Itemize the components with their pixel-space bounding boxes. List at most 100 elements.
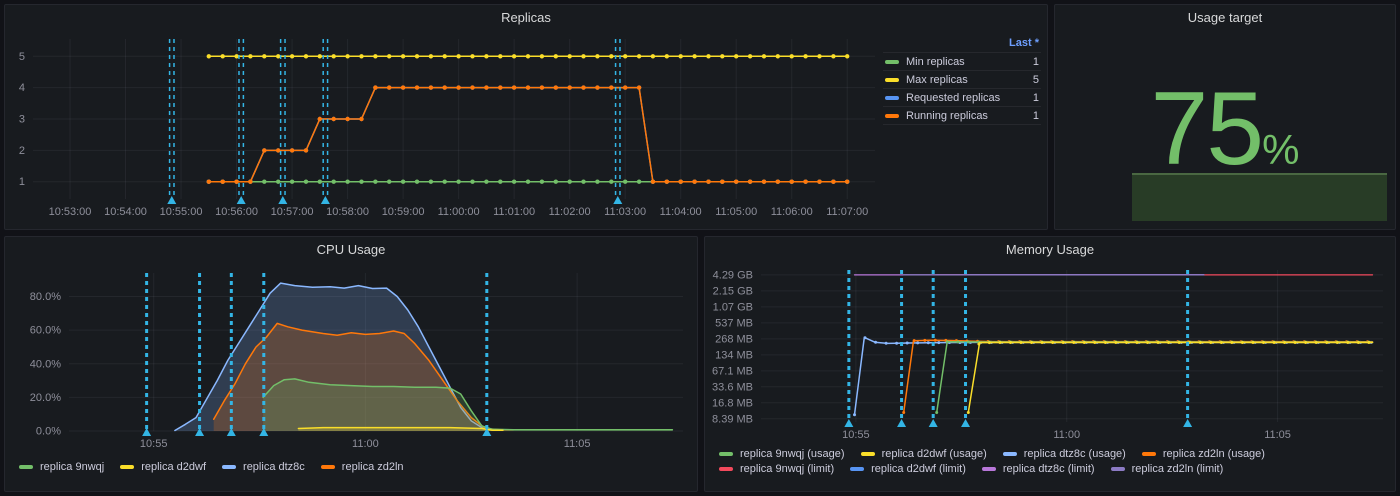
- legend-item[interactable]: replica dtz8c (limit): [982, 463, 1095, 475]
- svg-text:11:06:00: 11:06:00: [771, 206, 813, 218]
- svg-text:1: 1: [19, 176, 25, 188]
- svg-text:11:05:00: 11:05:00: [715, 206, 757, 218]
- legend-series-label: Requested replicas: [906, 92, 1026, 104]
- svg-text:2.15 GB: 2.15 GB: [713, 285, 753, 297]
- series-color-swatch: [885, 60, 899, 64]
- svg-text:134 MB: 134 MB: [715, 349, 753, 361]
- series-color-swatch: [1003, 452, 1017, 456]
- usage-target-number: 75: [1150, 77, 1262, 181]
- legend-series-label: Running replicas: [906, 110, 1026, 122]
- cpu-usage-chart[interactable]: 0.0%20.0%40.0%60.0%80.0%10:5511:0011:05: [5, 259, 697, 459]
- legend-series-label: replica 9nwqj (limit): [740, 463, 834, 475]
- panel-title-usage-target[interactable]: Usage target: [1055, 5, 1395, 29]
- svg-text:80.0%: 80.0%: [30, 291, 61, 303]
- series-color-swatch: [885, 96, 899, 100]
- legend-last-value: 5: [1033, 74, 1039, 86]
- svg-text:537 MB: 537 MB: [715, 317, 753, 329]
- usage-target-stat: 75 %: [1055, 29, 1395, 229]
- legend-series-label: replica dtz8c: [243, 461, 305, 473]
- svg-text:4.29 GB: 4.29 GB: [713, 269, 753, 281]
- svg-text:10:56:00: 10:56:00: [215, 206, 258, 218]
- legend-item[interactable]: replica dtz8c (usage): [1003, 448, 1126, 460]
- legend-header-last[interactable]: Last *: [883, 37, 1041, 52]
- series-color-swatch: [19, 465, 33, 469]
- legend-last-value: 1: [1033, 110, 1039, 122]
- svg-text:11:04:00: 11:04:00: [660, 206, 702, 218]
- memory-legend: replica 9nwqj (usage) replica d2dwf (usag…: [705, 446, 1395, 491]
- legend-series-label: replica 9nwqj: [40, 461, 104, 473]
- memory-usage-chart[interactable]: 8.39 MB16.8 MB33.6 MB67.1 MB134 MB268 MB…: [705, 260, 1395, 446]
- legend-row[interactable]: Running replicas 1: [883, 106, 1041, 125]
- svg-text:20.0%: 20.0%: [30, 392, 61, 404]
- svg-text:3: 3: [19, 114, 25, 126]
- legend-item[interactable]: replica zd2ln (limit): [1111, 463, 1224, 475]
- svg-text:10:53:00: 10:53:00: [49, 206, 92, 218]
- series-color-swatch: [1142, 452, 1156, 456]
- svg-text:60.0%: 60.0%: [30, 325, 61, 337]
- legend-item[interactable]: replica 9nwqj (limit): [719, 463, 834, 475]
- series-color-swatch: [321, 465, 335, 469]
- legend-row[interactable]: Min replicas 1: [883, 52, 1041, 70]
- legend-item[interactable]: replica d2dwf (limit): [850, 463, 966, 475]
- cpu-legend: replica 9nwqj replica d2dwf replica dtz8c r…: [5, 459, 697, 491]
- svg-text:10:55:00: 10:55:00: [160, 206, 203, 218]
- svg-text:0.0%: 0.0%: [36, 426, 61, 438]
- replicas-chart-area[interactable]: 1 2 3 4 5 10:53:00 10:54:00 10:55:00 10:56:00 10:…: [5, 29, 1047, 229]
- svg-text:11:02:00: 11:02:00: [549, 206, 591, 218]
- legend-item[interactable]: replica dtz8c: [222, 461, 305, 473]
- replicas-legend: Last * Min replicas1Max replicas5Request…: [883, 37, 1041, 125]
- panel-replicas: Replicas 1 2 3 4 5 10:53:00 10:54:00 10:55:00 10…: [4, 4, 1048, 230]
- svg-text:10:54:00: 10:54:00: [104, 206, 147, 218]
- panel-usage-target: Usage target 75 %: [1054, 4, 1396, 230]
- legend-item[interactable]: replica d2dwf (usage): [861, 448, 987, 460]
- series-color-swatch: [850, 467, 864, 471]
- cpu-chart-area[interactable]: 0.0%20.0%40.0%60.0%80.0%10:5511:0011:05: [5, 259, 697, 459]
- svg-text:8.39 MB: 8.39 MB: [712, 413, 753, 425]
- series-color-swatch: [885, 78, 899, 82]
- memory-chart-area[interactable]: 8.39 MB16.8 MB33.6 MB67.1 MB134 MB268 MB…: [705, 260, 1395, 446]
- panel-cpu-usage: CPU Usage 0.0%20.0%40.0%60.0%80.0%10:551…: [4, 236, 698, 492]
- svg-text:11:00: 11:00: [1053, 429, 1080, 441]
- svg-text:10:59:00: 10:59:00: [382, 206, 425, 218]
- usage-target-value: 75 %: [1150, 77, 1299, 181]
- series-color-swatch: [719, 467, 733, 471]
- legend-item[interactable]: replica zd2ln (usage): [1142, 448, 1265, 460]
- legend-series-label: replica 9nwqj (usage): [740, 448, 845, 460]
- svg-text:11:00:00: 11:00:00: [438, 206, 480, 218]
- legend-series-label: replica zd2ln (limit): [1132, 463, 1224, 475]
- svg-text:4: 4: [19, 82, 25, 94]
- panel-title-cpu-usage[interactable]: CPU Usage: [5, 237, 697, 259]
- legend-last-value: 1: [1033, 56, 1039, 68]
- legend-row[interactable]: Max replicas5: [883, 70, 1041, 88]
- series-color-swatch: [861, 452, 875, 456]
- legend-series-label: Min replicas: [906, 56, 1026, 68]
- series-color-swatch: [120, 465, 134, 469]
- svg-text:11:00: 11:00: [352, 438, 379, 450]
- svg-text:2: 2: [19, 145, 25, 157]
- series-color-swatch: [982, 467, 996, 471]
- panel-title-replicas[interactable]: Replicas: [5, 5, 1047, 29]
- legend-series-label: replica zd2ln (usage): [1163, 448, 1265, 460]
- legend-series-label: replica dtz8c (limit): [1003, 463, 1095, 475]
- svg-text:40.0%: 40.0%: [30, 358, 61, 370]
- usage-target-unit: %: [1262, 129, 1299, 171]
- legend-series-label: replica d2dwf (usage): [882, 448, 987, 460]
- legend-series-label: replica d2dwf (limit): [871, 463, 966, 475]
- legend-series-label: replica zd2ln: [342, 461, 404, 473]
- legend-item[interactable]: replica 9nwqj (usage): [719, 448, 845, 460]
- legend-item[interactable]: replica 9nwqj: [19, 461, 104, 473]
- svg-text:10:57:00: 10:57:00: [271, 206, 314, 218]
- svg-text:33.6 MB: 33.6 MB: [712, 381, 753, 393]
- legend-row[interactable]: Requested replicas1: [883, 88, 1041, 106]
- legend-item[interactable]: replica zd2ln: [321, 461, 404, 473]
- svg-text:11:05: 11:05: [1264, 429, 1291, 441]
- dashboard: Replicas 1234510:53:0010:54:0010:55:0010…: [0, 0, 1400, 496]
- series-color-swatch: [222, 465, 236, 469]
- legend-item[interactable]: replica d2dwf: [120, 461, 206, 473]
- panel-memory-usage: Memory Usage 8.39 MB16.8 MB33.6 MB67.1 M…: [704, 236, 1396, 492]
- svg-text:67.1 MB: 67.1 MB: [712, 365, 753, 377]
- panel-title-memory-usage[interactable]: Memory Usage: [705, 237, 1395, 260]
- legend-series-label: replica d2dwf: [141, 461, 206, 473]
- series-color-swatch: [1111, 467, 1125, 471]
- svg-text:10:58:00: 10:58:00: [326, 206, 369, 218]
